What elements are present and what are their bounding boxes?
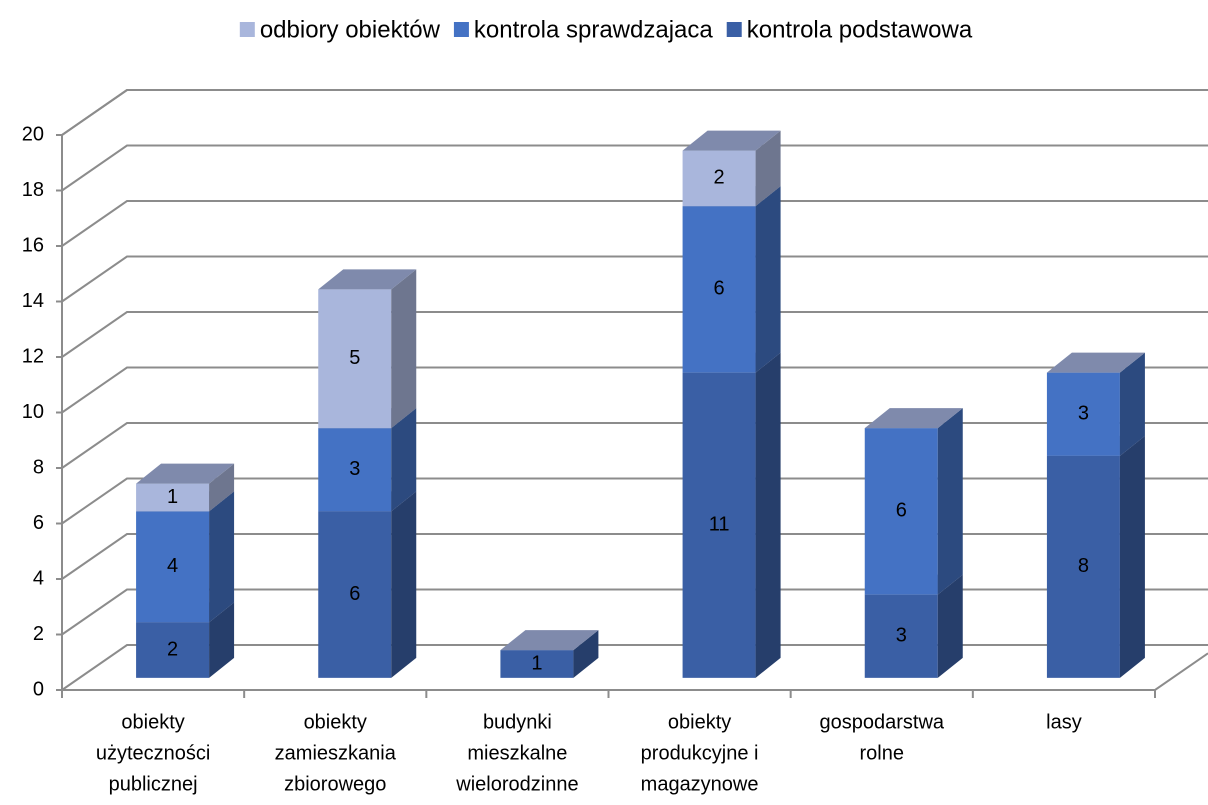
y-tick-label: 0 [33,678,44,700]
bar-top [1046,352,1145,373]
x-tick-label: produkcyjne i [641,742,759,764]
y-tick-label: 6 [33,512,44,534]
y-tick-label: 8 [33,456,44,478]
x-tick-label: zamieszkania [275,742,397,764]
data-label: 6 [714,278,725,300]
y-tick-label: 16 [22,234,44,256]
bar-front [500,650,574,678]
grid-line [61,644,1208,691]
x-tick-label: magazynowe [641,773,759,795]
bar-front [864,594,938,678]
grid-line [61,255,1208,303]
bar-top [500,630,599,651]
grid-line [61,366,1208,414]
y-tick-label: 10 [22,401,44,423]
data-label: 5 [349,347,360,369]
y-tick-label: 14 [22,290,44,312]
x-tick-label: obiekty [668,711,731,733]
x-tick-label: publicznej [109,773,198,795]
y-tick-label: 12 [22,345,44,367]
data-label: 1 [167,486,178,508]
data-label: 3 [1078,403,1089,425]
x-tick-label: gospodarstwa [819,711,944,733]
bar-side [573,630,599,678]
data-label: 2 [167,638,178,660]
grid-line [61,588,1208,636]
data-label: 8 [1078,555,1089,577]
bar-side [755,352,781,678]
x-tick-label: rolne [860,742,904,764]
grid-line [61,533,1208,580]
bar-side [937,408,963,595]
grid-line [61,311,1208,358]
bar-front [1046,372,1120,456]
bar-top [318,269,417,290]
bar-side [755,130,781,207]
bar-top [136,463,235,484]
bar-front [1046,455,1120,678]
bar-front [318,511,392,678]
bar-side [1119,435,1145,678]
data-label: 1 [531,652,542,674]
bar-front [136,622,210,678]
x-tick-label: zbiorowego [284,773,386,795]
bar-side [755,186,781,373]
bar-side [391,408,417,512]
y-tick-label: 18 [22,179,44,201]
grid-line [61,200,1208,247]
bar-top [682,130,781,151]
x-tick-label: wielorodzinne [455,773,578,795]
x-tick-label: użyteczności [96,742,211,764]
legend-swatch [239,22,255,37]
bar-side [391,269,417,429]
bar-front [136,483,210,512]
bar-front [682,150,756,207]
legend-label: odbiory obiektów [260,16,441,43]
legend-swatch [453,22,469,37]
y-tick-label: 20 [22,123,44,145]
data-label: 6 [896,500,907,522]
data-label: 3 [349,458,360,480]
legend-swatch [726,22,742,37]
y-tick-label: 4 [33,567,44,589]
data-label: 6 [349,583,360,605]
bar-side [209,463,235,512]
data-label: 4 [167,555,178,577]
bar-front [682,372,756,678]
floor [62,652,1208,691]
bar-side [209,602,235,678]
bar-side [209,491,235,623]
bar-front [318,428,392,512]
bar-top [864,408,963,429]
data-label: 2 [714,167,725,189]
bar-front [682,206,756,373]
x-tick-label: lasy [1046,711,1082,733]
x-tick-label: obiekty [121,711,184,733]
data-label: 11 [709,514,730,536]
x-tick-label: budynki [483,711,552,733]
bar-side [391,491,417,678]
grid-line [61,477,1208,525]
grid-line [61,144,1208,192]
grid-line [61,89,1208,136]
y-tick-label: 2 [33,623,44,645]
bar-side [937,574,963,678]
x-tick-label: obiekty [304,711,367,733]
bar-side [1119,352,1145,456]
data-label: 3 [896,625,907,647]
legend-label: kontrola podstawowa [747,16,973,43]
bar-front [864,428,938,595]
grid-line [61,422,1208,469]
bar-front [136,511,210,623]
bar-front [318,289,392,429]
x-tick-label: mieszkalne [467,742,567,764]
legend-label: kontrola sprawdzajaca [474,16,713,43]
